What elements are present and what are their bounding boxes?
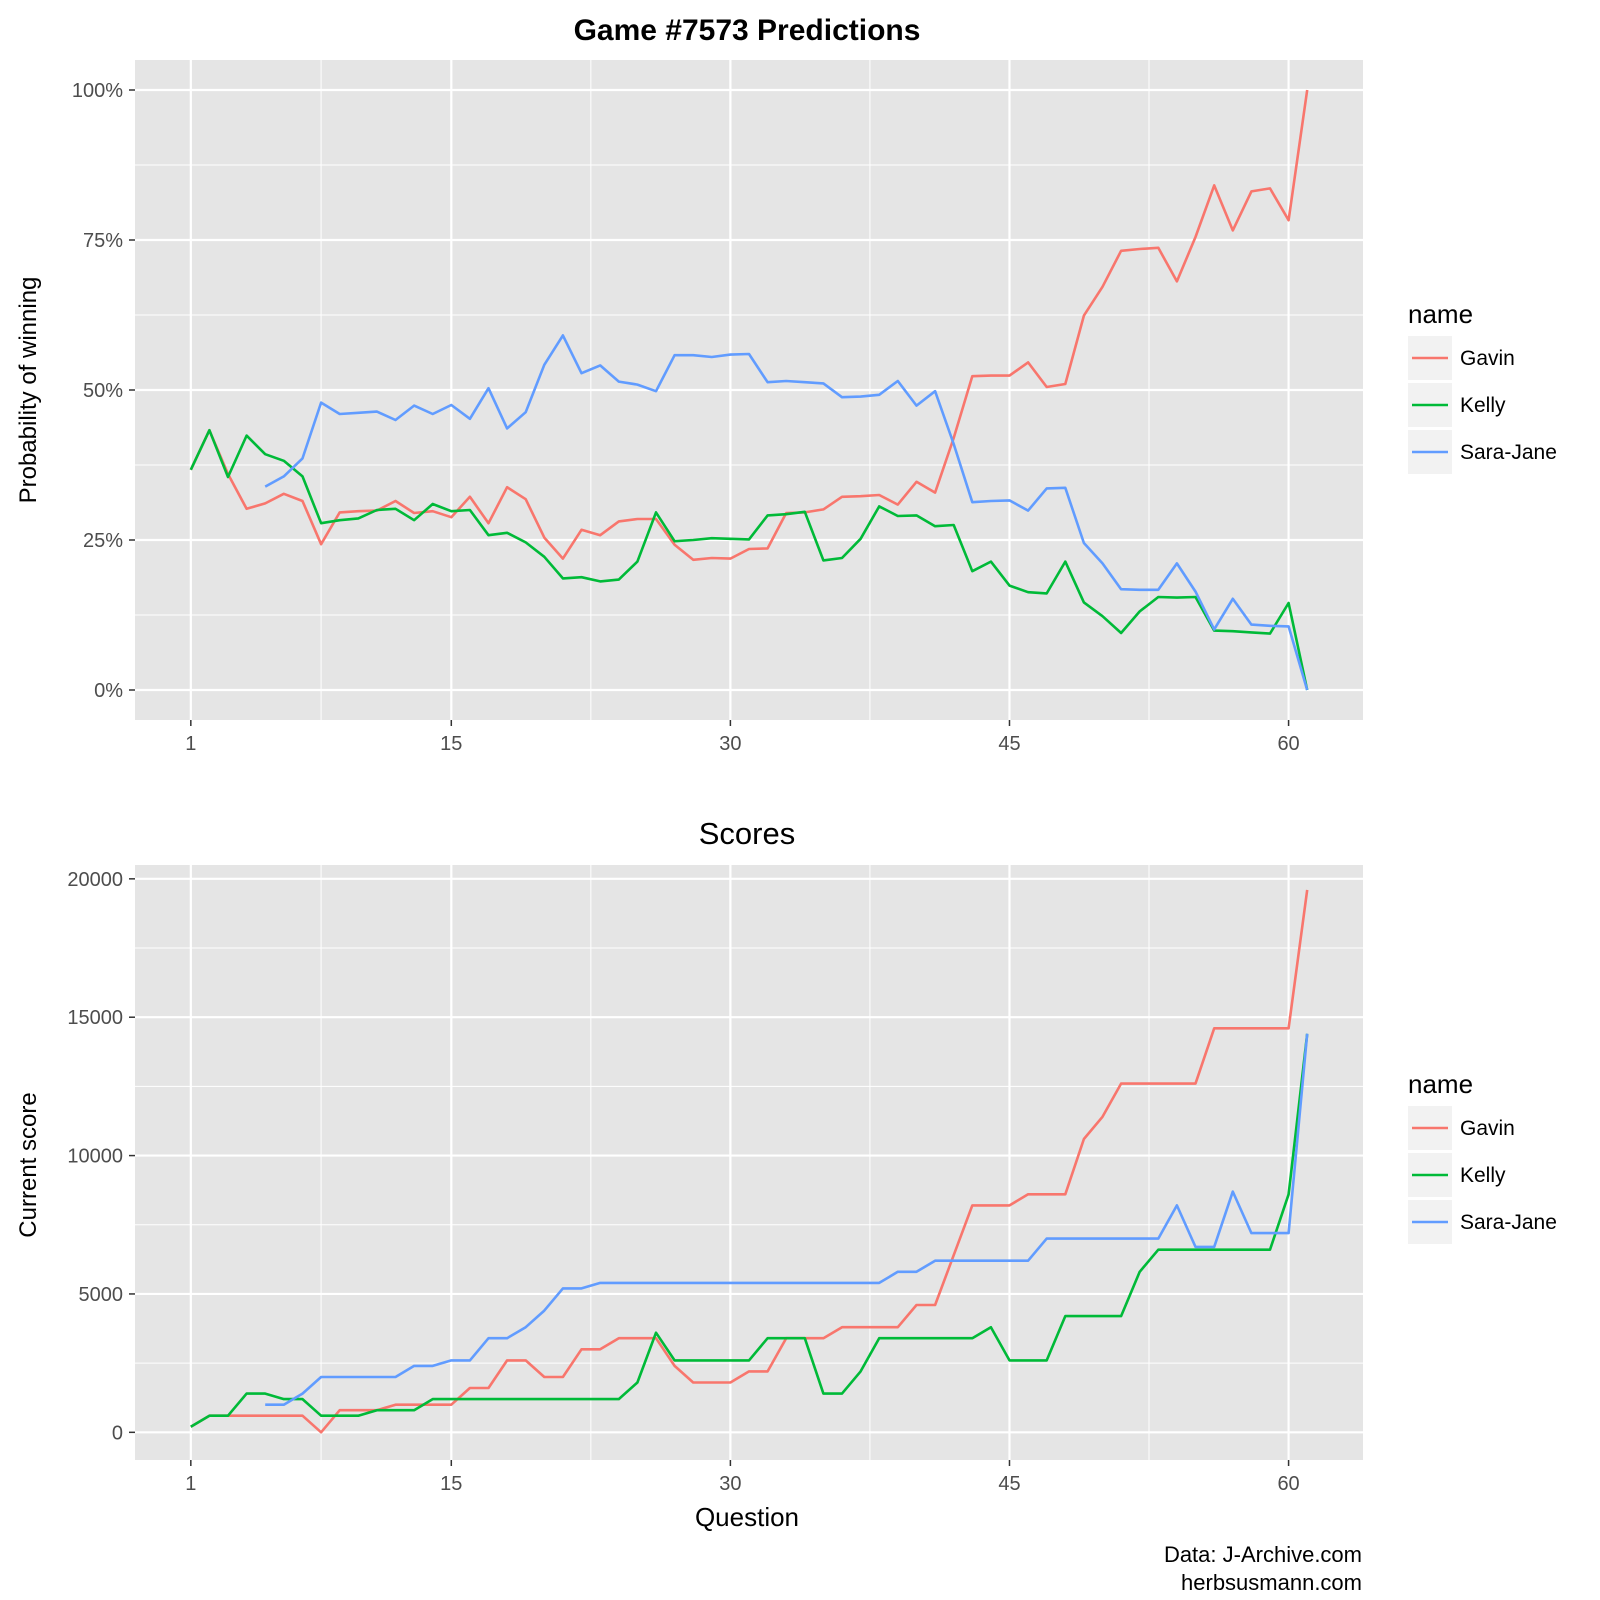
probability-chart-x-tick-label: 15 xyxy=(440,733,462,755)
scores-chart-x-tick-label: 45 xyxy=(998,1473,1020,1495)
probability-chart-y-tick-label: 75% xyxy=(83,230,123,252)
scores-chart-x-tick-label: 15 xyxy=(440,1473,462,1495)
scores-chart-y-axis-label: Current score xyxy=(15,1092,42,1237)
probability-chart-series xyxy=(189,89,1309,691)
data-source-caption: Data: J-Archive.com xyxy=(1164,1542,1362,1567)
scores-chart-y-tick-label: 0 xyxy=(112,1422,123,1444)
scores-chart-legend-label: Kelly xyxy=(1460,1164,1506,1187)
probability-chart-legend-title: name xyxy=(1408,299,1473,329)
probability-chart-x-tick-label: 1 xyxy=(185,733,196,755)
probability-chart-x-tick-label: 30 xyxy=(719,733,741,755)
probability-chart-x-tick-label: 60 xyxy=(1277,733,1299,755)
probability-chart-legend-label: Gavin xyxy=(1460,347,1515,370)
probability-chart-y-axis-label: Probability of winning xyxy=(15,277,42,504)
scores-chart-legend-label: Sara-Jane xyxy=(1460,1211,1557,1234)
scores-chart-line-sara-jane xyxy=(265,1033,1309,1406)
scores-chart-line-kelly xyxy=(190,1033,1309,1428)
scores-chart-y-tick-label: 10000 xyxy=(67,1146,123,1168)
scores-chart-ticks: 1 15 30 45 60 0 5000 10000 15000 20000 xyxy=(67,869,1299,1495)
probability-chart-y-tick-label: 0% xyxy=(94,680,123,702)
probability-chart-ticks: 1 15 30 45 60 0% 25% 50% 75% 100% xyxy=(72,80,1300,755)
scores-chart-x-axis-label: Question xyxy=(695,1502,799,1532)
scores-chart-x-tick-label: 60 xyxy=(1277,1473,1299,1495)
probability-chart-x-tick-label: 45 xyxy=(998,733,1020,755)
scores-chart-grid xyxy=(135,865,1363,1460)
scores-chart: Scores 1 15 30 45 60 0 5000 10000 15000 20000 Cur… xyxy=(15,816,1557,1532)
website-caption: herbsusmann.com xyxy=(1181,1570,1362,1595)
probability-chart-line-kelly xyxy=(189,428,1309,691)
scores-chart-legend-title: name xyxy=(1408,1069,1473,1099)
probability-chart-y-tick-label: 50% xyxy=(83,380,123,402)
scores-chart-y-tick-label: 20000 xyxy=(67,869,123,891)
probability-chart-y-tick-label: 100% xyxy=(72,80,123,102)
scores-chart-legend-label: Gavin xyxy=(1460,1117,1515,1140)
probability-chart-line-sara-jane xyxy=(264,334,1309,691)
scores-chart-x-tick-label: 1 xyxy=(185,1473,196,1495)
probability-chart-y-tick-label: 25% xyxy=(83,530,123,552)
probability-chart-title: Game #7573 Predictions xyxy=(574,14,921,47)
scores-chart-y-tick-label: 15000 xyxy=(67,1007,123,1029)
scores-chart-legend: name Gavin Kelly Sara-Jane xyxy=(1408,1069,1557,1244)
probability-chart-legend-label: Sara-Jane xyxy=(1460,441,1557,464)
probability-chart-legend-label: Kelly xyxy=(1460,394,1506,417)
scores-chart-series xyxy=(190,889,1309,1434)
probability-chart-legend: name Gavin Kelly Sara-Jane xyxy=(1408,299,1557,474)
probability-chart: Game #7573 Predictions 1 15 30 45 60 0% 25% 50%… xyxy=(15,14,1557,755)
scores-chart-y-tick-label: 5000 xyxy=(79,1284,124,1306)
scores-chart-title: Scores xyxy=(699,816,795,851)
scores-chart-x-tick-label: 30 xyxy=(719,1473,741,1495)
